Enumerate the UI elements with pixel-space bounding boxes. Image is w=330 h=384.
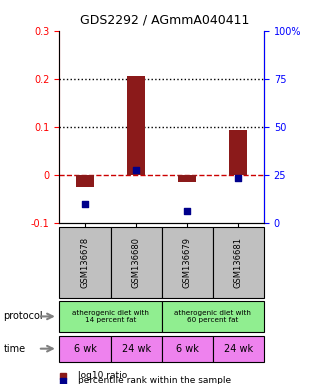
Bar [76,175,94,187]
Bar [111,336,162,362]
Bar [59,301,162,332]
Bar [229,130,248,175]
Text: GDS2292 / AGmmA040411: GDS2292 / AGmmA040411 [80,13,250,26]
Point [236,175,241,181]
Point [82,201,88,207]
Text: GSM136680: GSM136680 [132,237,141,288]
Bar [162,227,213,298]
Bar [59,227,111,298]
Bar [127,76,145,175]
Point [133,167,139,173]
Text: GSM136678: GSM136678 [81,237,89,288]
Text: 6 wk: 6 wk [176,344,199,354]
Bar [111,227,162,298]
Text: 24 wk: 24 wk [121,344,151,354]
Text: protocol: protocol [3,311,43,321]
Text: 24 wk: 24 wk [224,344,253,354]
Bar [178,175,196,182]
Text: atherogenic diet with
60 percent fat: atherogenic diet with 60 percent fat [175,310,251,323]
Bar [59,336,111,362]
Text: GSM136681: GSM136681 [234,237,243,288]
Bar [162,336,213,362]
Bar [162,301,264,332]
Bar [213,336,264,362]
Text: GSM136679: GSM136679 [183,237,192,288]
Text: 6 wk: 6 wk [74,344,96,354]
Text: log10 ratio: log10 ratio [78,371,127,380]
Point [184,207,190,214]
Text: time: time [3,344,25,354]
Text: atherogenic diet with
14 percent fat: atherogenic diet with 14 percent fat [72,310,149,323]
Text: percentile rank within the sample: percentile rank within the sample [78,376,231,384]
Bar [213,227,264,298]
